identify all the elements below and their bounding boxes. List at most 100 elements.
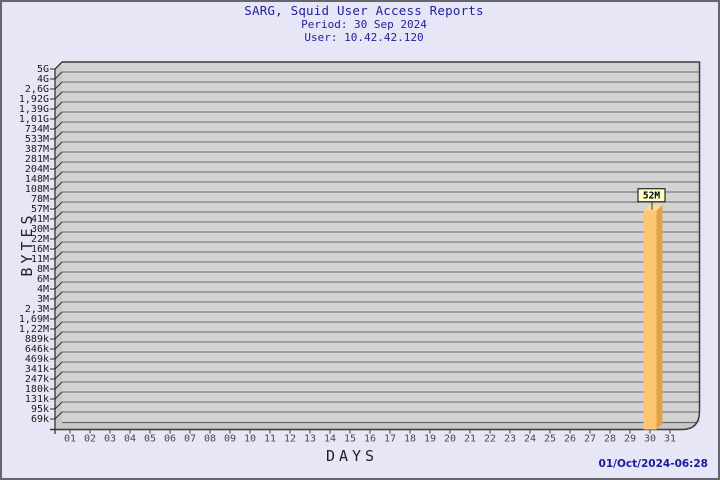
y-tick-label: 57M — [31, 204, 49, 215]
wall-tick-line — [54, 131, 63, 140]
chart-title: SARG, Squid User Access Reports — [244, 3, 484, 18]
y-tick-label: 30M — [31, 224, 49, 235]
x-tick-label: 17 — [384, 434, 396, 445]
y-tick-label: 2,3M — [25, 304, 49, 315]
x-tick-label: 06 — [164, 434, 176, 445]
y-tick-label: 41M — [31, 214, 49, 225]
x-tick-label: 30 — [644, 434, 656, 445]
wall-tick-line — [54, 341, 63, 350]
wall-tick-line — [54, 91, 63, 100]
chart-user: User: 10.42.42.120 — [304, 31, 424, 44]
x-tick-label: 25 — [544, 434, 556, 445]
bar-side-face — [656, 204, 663, 430]
y-tick-label: 646k — [25, 344, 49, 355]
x-tick-label: 26 — [564, 434, 576, 445]
y-tick-label: 78M — [31, 194, 49, 205]
wall-tick-line — [54, 301, 63, 310]
wall-tick-line — [54, 141, 63, 150]
wall-tick-line — [54, 111, 63, 120]
y-tick-label: 1,92G — [19, 94, 49, 105]
y-tick-label: 469k — [25, 354, 49, 365]
y-tick-label: 22M — [31, 234, 49, 245]
y-tick-label: 95k — [31, 404, 49, 415]
y-tick-label: 8M — [37, 264, 49, 275]
wall-tick-line — [54, 81, 63, 90]
wall-tick-line — [54, 221, 63, 230]
x-tick-label: 29 — [624, 434, 636, 445]
y-tick-label: 387M — [25, 144, 49, 155]
wall-tick-line — [54, 171, 63, 180]
x-tick-label: 22 — [484, 434, 496, 445]
x-tick-label: 21 — [464, 434, 476, 445]
x-tick-label: 16 — [364, 434, 376, 445]
wall-tick-line — [54, 241, 63, 250]
wall-tick-line — [54, 401, 63, 410]
wall-tick-line — [54, 311, 63, 320]
wall-tick-line — [54, 331, 63, 340]
y-tick-label: 734M — [25, 124, 49, 135]
wall-tick-line — [54, 291, 63, 300]
bar-day-30 — [643, 210, 657, 430]
bar-value-label: 52M — [643, 190, 660, 201]
wall-tick-line — [54, 231, 63, 240]
wall-tick-line — [54, 211, 63, 220]
wall-tick-line — [54, 101, 63, 110]
wall-tick-line — [54, 411, 63, 420]
wall-tick-line — [54, 161, 63, 170]
x-tick-label: 15 — [344, 434, 356, 445]
y-tick-label: 533M — [25, 134, 49, 145]
y-tick-label: 131k — [25, 394, 49, 405]
wall-tick-line — [54, 321, 63, 330]
wall-tick-line — [54, 271, 63, 280]
x-tick-label: 23 — [504, 434, 516, 445]
y-axis-title: BYTES — [18, 211, 36, 277]
x-tick-label: 09 — [224, 434, 236, 445]
chart-header: SARG, Squid User Access Reports Period: … — [4, 3, 720, 45]
x-tick-label: 08 — [204, 434, 216, 445]
plot-border — [50, 61, 701, 431]
x-axis-title: DAYS — [325, 447, 379, 465]
y-tick-label: 1,39G — [19, 104, 49, 115]
wall-tick-line — [54, 201, 63, 210]
wall-tick-line — [54, 191, 63, 200]
y-tick-label: 69k — [31, 414, 49, 425]
wall-tick-line — [54, 251, 63, 260]
y-tick-label: 11M — [31, 254, 49, 265]
y-tick-label: 6M — [37, 274, 49, 285]
x-tick-label: 20 — [444, 434, 456, 445]
x-tick-label: 11 — [264, 434, 276, 445]
wall-tick-line — [54, 71, 63, 80]
bar-value-box — [637, 188, 666, 203]
x-tick-label: 18 — [404, 434, 416, 445]
chart-period: Period: 30 Sep 2024 — [301, 18, 427, 31]
x-tick-label: 10 — [244, 434, 256, 445]
y-tick-label: 889k — [25, 334, 49, 345]
wall-tick-line — [54, 371, 63, 380]
wall-tick-line — [54, 381, 63, 390]
x-tick-label: 07 — [184, 434, 196, 445]
wall-tick-line — [54, 121, 63, 130]
y-tick-label: 16M — [31, 244, 49, 255]
x-tick-label: 19 — [424, 434, 436, 445]
x-tick-label: 14 — [324, 434, 336, 445]
y-tick-label: 247k — [25, 374, 49, 385]
wall-tick-line — [54, 361, 63, 370]
generation-timestamp: 01/Oct/2024-06:28 — [598, 458, 708, 470]
x-tick-label: 28 — [604, 434, 616, 445]
y-tick-label: 1,69M — [19, 314, 49, 325]
wall-tick-line — [54, 151, 63, 160]
wall-tick-line — [54, 181, 63, 190]
x-tick-label: 24 — [524, 434, 536, 445]
x-tick-label: 12 — [284, 434, 296, 445]
y-tick-label: 1,01G — [19, 114, 49, 125]
y-tick-label: 108M — [25, 184, 49, 195]
y-tick-label: 1,22M — [19, 324, 49, 335]
x-tick-label: 13 — [304, 434, 316, 445]
bar-top-face — [643, 204, 663, 211]
y-tick-label: 281M — [25, 154, 49, 165]
wall-tick-line — [54, 391, 63, 400]
y-tick-label: 204M — [25, 164, 49, 175]
plot-floor — [55, 411, 700, 430]
x-tick-label: 05 — [144, 434, 156, 445]
